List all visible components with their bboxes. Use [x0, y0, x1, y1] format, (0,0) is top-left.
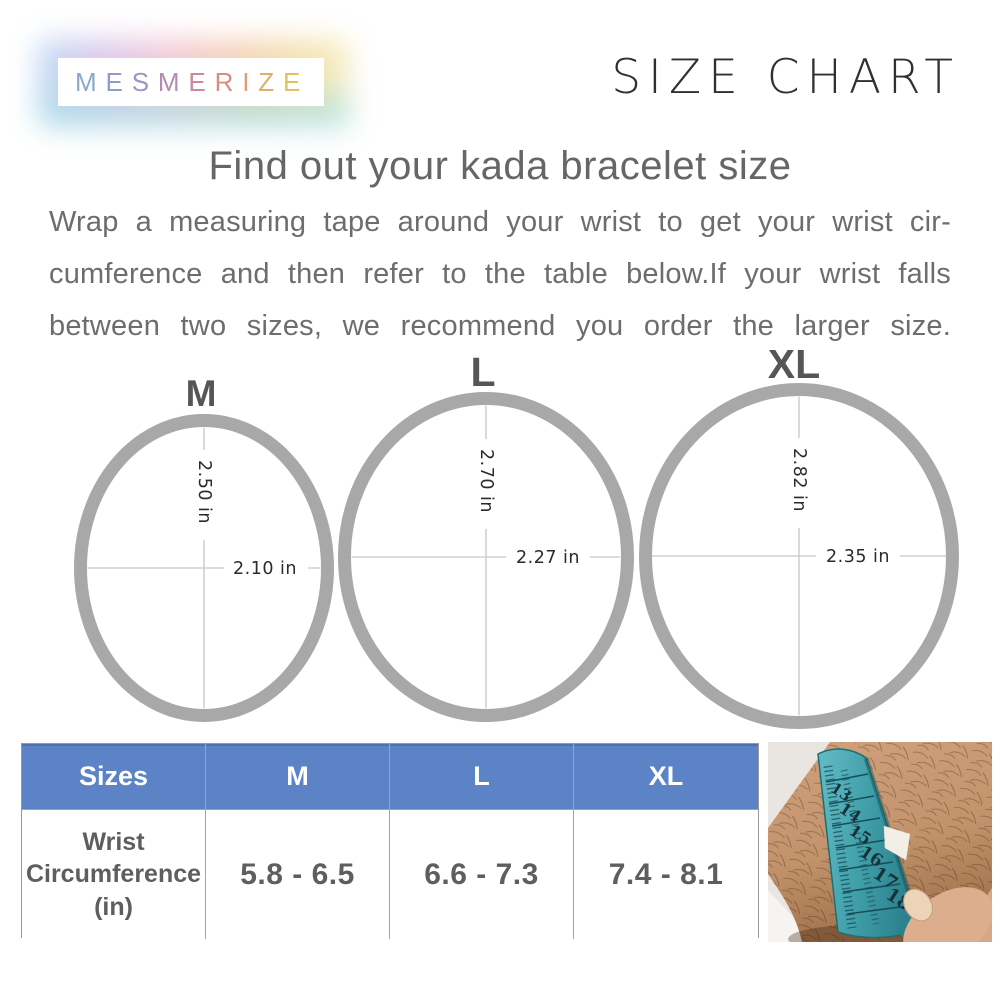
tape-end-tab	[883, 825, 911, 861]
tape-tick-marks	[840, 769, 880, 925]
thumb-nail	[903, 888, 933, 922]
table-header-m: M	[206, 744, 390, 809]
logo-letter: E	[105, 67, 132, 97]
intro-line: between two sizes, we recommend you orde…	[49, 310, 951, 342]
height-measure-l: 2.70 in	[476, 449, 496, 513]
table-value-m: 5.8 - 6.5	[206, 809, 390, 939]
label-mask	[473, 439, 499, 529]
table-value-xl: 7.4 - 8.1	[574, 809, 758, 939]
ring-m	[74, 414, 334, 722]
label-mask	[816, 543, 900, 569]
width-measure-m: 2.10 in	[233, 559, 297, 579]
tape-segment-lines	[825, 773, 909, 915]
wrist-measuring-photo: 13 14 15 16 17 18	[768, 742, 992, 942]
table-row-label: Wrist Circumference (in)	[22, 809, 206, 939]
label-mask	[786, 438, 812, 528]
ring-xl	[639, 383, 959, 729]
logo-letter: E	[283, 67, 310, 97]
size-label-xl: XL	[768, 350, 820, 387]
brand-name: MESMERIZE	[58, 58, 325, 106]
table-header-l: L	[390, 744, 574, 809]
page-title: SIZE CHART	[611, 50, 960, 105]
logo-letter: M	[75, 67, 106, 97]
intro-line: cumference and then refer to the table b…	[49, 258, 951, 290]
label-mask	[506, 544, 590, 570]
logo-letter: M	[157, 67, 189, 97]
tape-tick-marks	[823, 765, 857, 929]
brand-logo: MESMERIZE	[38, 40, 351, 126]
label-mask	[191, 450, 217, 540]
intro-heading: Find out your kada bracelet size	[208, 144, 792, 188]
logo-letter: S	[131, 67, 158, 97]
wrist-photo-illustration: 13 14 15 16 17 18	[768, 742, 992, 942]
size-ring-xl: 2.82 in 2.35 in XL	[639, 350, 959, 729]
intro-line: Wrap a measuring tape around your wrist …	[49, 206, 951, 238]
logo-letter: Z	[258, 67, 283, 97]
table-header-sizes: Sizes	[22, 744, 206, 809]
height-measure-xl: 2.82 in	[789, 448, 809, 512]
size-table: Sizes M L XL Wrist Circumference (in) 5.…	[21, 743, 759, 939]
size-label-l: L	[470, 350, 495, 395]
height-measure-m: 2.50 in	[194, 460, 214, 524]
table-value-l: 6.6 - 7.3	[390, 809, 574, 939]
logo-letter: E	[188, 67, 215, 97]
table-header-xl: XL	[574, 744, 758, 809]
label-mask	[224, 555, 308, 581]
ring-l	[338, 392, 634, 722]
intro-paragraph: Wrap a measuring tape around your wrist …	[49, 206, 951, 362]
size-label-m: M	[186, 373, 217, 414]
logo-letter: R	[214, 67, 243, 97]
width-measure-xl: 2.35 in	[826, 547, 890, 567]
size-ring-l: 2.70 in 2.27 in L	[338, 350, 634, 722]
size-ring-m: 2.50 in 2.10 in M	[74, 373, 334, 722]
width-measure-l: 2.27 in	[516, 548, 580, 568]
logo-letter: I	[242, 67, 259, 97]
size-rings-diagram: 2.50 in 2.10 in M 2.70 in 2.27 in L 2.82…	[74, 350, 959, 729]
